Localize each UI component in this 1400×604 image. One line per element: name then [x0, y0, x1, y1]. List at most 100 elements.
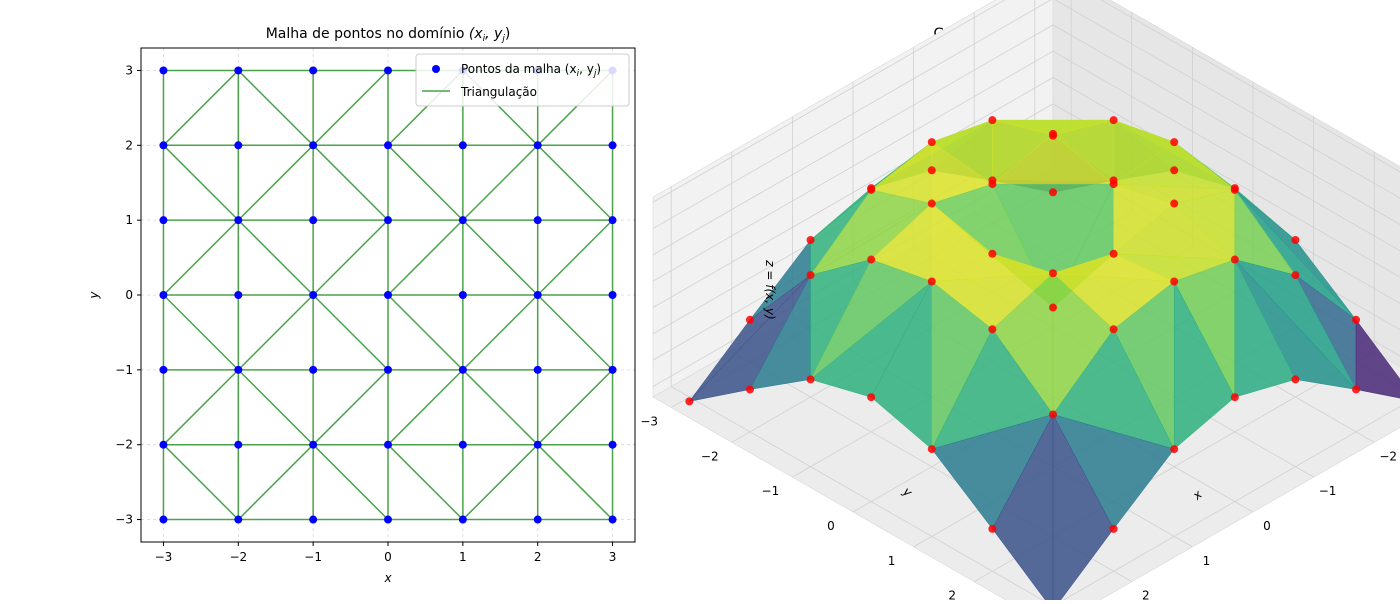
- mesh-point: [309, 515, 318, 524]
- surface-point: [1170, 166, 1179, 175]
- surface-mesh: [688, 119, 1400, 604]
- legend-box: [415, 53, 630, 107]
- mesh-point: [309, 66, 318, 75]
- mesh-point: [458, 515, 467, 524]
- grid3d-line: [1100, 0, 1400, 173]
- triangulation-edge: [312, 444, 389, 521]
- legend-points-label: Pontos da malha (xi, yj): [461, 62, 601, 79]
- surface-point: [1109, 116, 1118, 125]
- y3d-tick-label: −3: [640, 414, 658, 428]
- 3d-ticks: −3−2−10123−3−2−101231.000.750.500.250.00…: [640, 414, 1397, 602]
- surface-point: [685, 397, 694, 406]
- mesh-point: [159, 515, 168, 524]
- y-tick-label: 0: [125, 288, 133, 302]
- surface-point: [1109, 325, 1118, 334]
- surface-point: [988, 325, 997, 334]
- mesh-point: [533, 440, 542, 449]
- x-tick-label: 0: [384, 550, 392, 564]
- surface-point: [1352, 385, 1361, 394]
- x3d-tick-label: −2: [1379, 449, 1397, 463]
- mesh-legend: Pontos da malha (xi, yj) Triangulação: [415, 53, 630, 107]
- surface-point: [1352, 315, 1361, 324]
- mesh-point: [533, 216, 542, 225]
- mesh-point: [309, 141, 318, 150]
- triangulation-edge: [537, 444, 614, 521]
- grid3d-line: [652, 0, 1052, 229]
- mesh-point: [384, 291, 392, 299]
- surface-facet: [1052, 414, 1114, 604]
- grid3d-line: [652, 0, 1006, 203]
- triangulation-edge: [237, 444, 314, 521]
- triangulation-edge: [312, 369, 389, 446]
- legend-point-marker: [432, 65, 440, 73]
- mesh-point: [533, 515, 542, 524]
- grid3d-line: [652, 77, 1054, 308]
- surface-chart: Gráfico de f(x, y) = sin(√x² + y²) −3−2−…: [640, 0, 1400, 604]
- x-tick-label: −1: [304, 550, 322, 564]
- surface-point: [1109, 249, 1118, 258]
- surface-point: [1170, 445, 1179, 454]
- y-tick-label: −2: [115, 438, 133, 452]
- triangulation-edge: [537, 294, 614, 371]
- y3d-tick-label: 2: [948, 589, 956, 600]
- mesh-point: [159, 141, 168, 150]
- mesh-point: [384, 216, 392, 225]
- surface-point: [1170, 199, 1179, 208]
- surface-facet: [1355, 319, 1400, 399]
- x3d-tick-label: 0: [1263, 519, 1271, 533]
- mesh-point: [234, 216, 243, 225]
- surface-facet: [1234, 259, 1296, 398]
- triangulation-edge: [312, 69, 389, 146]
- mesh-point: [309, 216, 318, 225]
- y-tick-label: 3: [125, 63, 133, 77]
- y3d-tick-label: 0: [827, 519, 835, 533]
- triangulation-edge: [162, 144, 239, 221]
- y-tick-label: −1: [115, 363, 133, 377]
- mesh-point: [234, 365, 243, 374]
- triangulation-edge: [237, 69, 314, 146]
- surface-point: [806, 375, 815, 384]
- mesh-chart-title: Malha de pontos no domínio (xi, yj): [266, 26, 511, 44]
- triangulation-edge: [462, 369, 539, 446]
- surface-point: [867, 255, 876, 264]
- surface-point: [1049, 129, 1057, 138]
- triangulation-edge: [387, 219, 464, 296]
- triangulation-edge: [387, 369, 464, 446]
- triangulation-edge: [237, 294, 314, 371]
- triangulation-edge: [537, 219, 614, 296]
- surface-point: [867, 393, 876, 402]
- mesh-point: [608, 291, 617, 299]
- triangulation-edge: [462, 294, 539, 371]
- mesh-point: [608, 216, 617, 225]
- triangulation-edge: [462, 444, 539, 521]
- triangulation-edge: [462, 219, 539, 296]
- y-tick-label: 1: [125, 213, 133, 227]
- mesh-point: [234, 440, 243, 449]
- surface-facet: [1173, 281, 1236, 450]
- surface-point: [1049, 269, 1057, 278]
- x3d-tick-label: 1: [1203, 554, 1211, 568]
- surface-point: [1230, 393, 1239, 402]
- triangulation-edge: [387, 144, 464, 221]
- mesh-point: [608, 440, 617, 449]
- mesh-point: [234, 515, 243, 524]
- triangulation-edge: [387, 294, 464, 371]
- legend-triangulation-label: Triangulação: [460, 85, 537, 99]
- surface-point: [988, 524, 997, 533]
- mesh-point: [309, 440, 318, 449]
- grid3d-line: [1052, 50, 1400, 252]
- mesh-x-axis-label: x: [383, 571, 392, 585]
- mesh-point: [458, 216, 467, 225]
- y3d-tick-label: −1: [762, 484, 780, 498]
- x3d-tick-label: −1: [1319, 484, 1337, 498]
- mesh-point: [159, 291, 168, 299]
- mesh-point: [608, 365, 617, 374]
- mesh-point: [533, 365, 542, 374]
- grid3d-line: [1055, 406, 1400, 604]
- x-tick-label: 2: [534, 550, 542, 564]
- mesh-point: [159, 440, 168, 449]
- surface-point: [745, 315, 754, 324]
- mesh-point: [234, 291, 243, 299]
- y-tick-label: 2: [125, 138, 133, 152]
